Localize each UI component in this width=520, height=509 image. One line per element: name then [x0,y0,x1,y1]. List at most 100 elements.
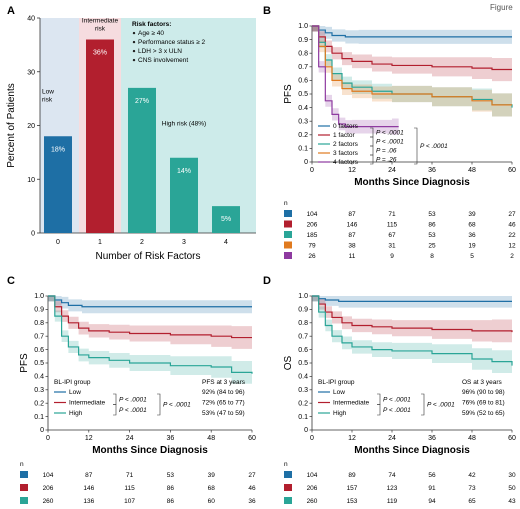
y-tick-label: 30 [27,69,35,76]
pvalue-label: P = .26 [376,157,397,164]
y-axis-title: PFS [283,84,294,104]
bullet-icon [132,31,136,35]
bar-value-label: 18% [51,146,65,153]
risk-table-value: 86 [428,222,436,229]
risk-table-swatch [20,484,28,491]
risk-table-value: 89 [348,472,356,479]
legend-label: 4 factors [333,159,359,166]
legend-label: Intermediate [69,400,106,407]
summary-value: 53% (47 to 59) [202,410,245,417]
risk-table-value: 39 [468,211,476,218]
y-axis-title: Percent of Patients [6,83,17,168]
y-axis-title: OS [283,355,294,370]
chart-a: 0 10 20 30 40 18% 0 36% 1 27% 2 14% 3 5% 4 Number of Ri… [6,16,256,262]
y-tick-label: 0 [31,231,35,238]
y-tick-label: 0 [304,427,308,434]
panel-label-c: C [7,275,15,287]
risk-table-value: 9 [390,253,394,260]
risk-table-value: 36 [468,232,476,239]
pvalue-label: P < .0001 [376,130,404,137]
risk-table-value: 185 [307,232,318,239]
y-tick-label: 0.3 [298,387,308,394]
y-tick-label: 0.2 [298,132,308,139]
y-tick-label: 0.8 [34,320,44,327]
summary-value: 92% (84 to 96) [202,389,245,396]
x-tick-label: 48 [468,435,476,442]
y-tick-label: 0.8 [298,320,308,327]
y-tick-label: 40 [27,16,35,23]
x-tick-label: 12 [348,435,356,442]
chart-b: 0 0.1 0.2 0.3 0.4 0.5 0.6 0.7 0.8 0.9 1.0 0 12 24 36 48… [283,23,516,260]
risk-table-value: 26 [308,253,316,260]
risk-table-value: 87 [348,232,356,239]
group-label-low: Low [42,88,54,95]
legend-label: High [69,410,83,417]
risk-table-swatch [284,220,292,228]
x-tick-label: 4 [224,239,228,246]
bullet-icon [132,58,136,62]
risk-table-value: 87 [348,211,356,218]
summary-value: 76% (69 to 81) [462,400,505,407]
risk-table-swatch [284,252,292,259]
risk-table-value: 12 [508,243,516,250]
risk-table-value: 39 [208,472,216,479]
summary-title: PFS at 3 years [202,379,246,386]
y-axis-title: PFS [19,353,30,373]
survival-curve [312,25,399,128]
risk-table-value: 260 [307,498,318,505]
x-tick-label: 1 [98,239,102,246]
risk-table-value: 206 [43,485,54,492]
y-tick-label: 0.7 [34,333,44,340]
risk-table-value: 86 [167,485,175,492]
risk-table-value: 50 [508,485,516,492]
x-tick-label: 24 [388,435,396,442]
x-axis-title: Months Since Diagnosis [92,445,208,456]
risk-table-value: 79 [308,243,316,250]
pvalue-overall: P < .0001 [163,402,191,409]
confidence-band [312,26,399,136]
risk-factor-item: Age ≥ 40 [138,30,164,37]
pvalue-bracket [370,136,374,147]
risk-table-value: 115 [387,222,398,229]
risk-table-value: 25 [428,243,436,250]
y-tick-label: 0.4 [298,105,308,112]
risk-table-value: 146 [347,222,358,229]
survival-curve [48,295,252,339]
risk-table-value: 2 [510,253,514,260]
x-tick-label: 48 [207,435,215,442]
risk-table-swatch [284,241,292,249]
risk-table-swatch [284,231,292,238]
pvalue-label: P = .06 [376,148,397,155]
pvalue-label: P < .0001 [383,396,411,403]
bar [212,206,240,233]
panel-label-a: A [7,5,15,17]
pvalue-overall: P < .0001 [420,143,448,150]
y-tick-label: 0.7 [298,64,308,71]
y-tick-label: 0.1 [298,414,308,421]
x-tick-label: 0 [56,239,60,246]
risk-table-value: 206 [307,222,318,229]
confidence-band [312,296,512,345]
bar [86,39,114,233]
y-tick-label: 0 [40,427,44,434]
risk-table-swatch [20,471,28,478]
x-tick-label: 24 [388,167,396,174]
pvalue-label: P < .0001 [383,407,411,414]
confidence-band [312,26,512,118]
risk-table-swatch [284,497,292,504]
risk-table-n-label: n [20,461,24,468]
y-tick-label: 0 [304,159,308,166]
legend-label: 0 factors [333,123,359,130]
y-tick-label: 0.3 [34,387,44,394]
y-tick-label: 1.0 [298,23,308,30]
risk-table-value: 260 [43,498,54,505]
y-tick-label: 10 [27,177,35,184]
risk-table-value: 5 [470,253,474,260]
risk-table-value: 11 [349,253,356,260]
bar [128,87,156,233]
pvalue-bracket [113,404,117,416]
risk-table-value: 56 [428,472,436,479]
survival-curve [312,295,513,333]
y-tick-label: 1.0 [298,293,308,300]
risk-table-n-label: n [284,461,288,468]
